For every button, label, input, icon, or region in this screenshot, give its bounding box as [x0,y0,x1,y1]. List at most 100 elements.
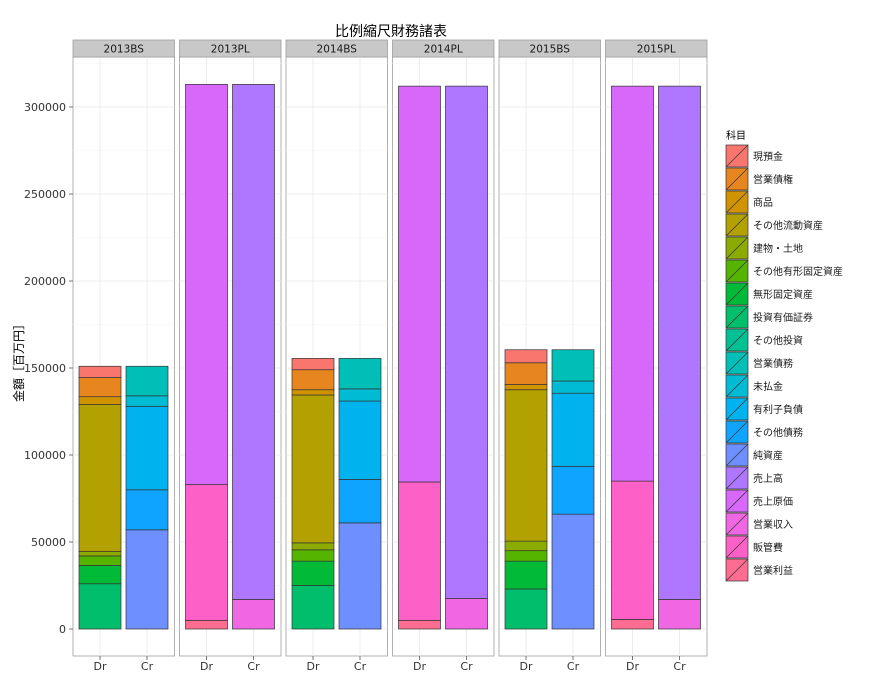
facet-strip [179,39,282,58]
bar-segment: 売上高: 296000 [232,84,275,600]
legend-key-slash [725,144,749,168]
bar-segment: 有利子負債: 45000 [338,400,382,480]
legend-label: その他投資 [753,334,803,347]
y-axis: 0 50000 100000 150000 200000 250000 300000 [24,101,73,636]
bar-segment: 無形固定資産: 14000 [291,560,335,586]
legend-label: 営業収入 [753,518,793,531]
facet-strip-label: 2014PL [424,44,463,56]
bar-segment: 未払金: 7000 [338,388,382,402]
bar-segment: 営業債務: 18000 [551,349,595,382]
legend-label: その他債務 [753,426,803,439]
legend-key-slash [725,420,749,444]
facet-strip [72,39,175,58]
bar-segment: 販管費: 78000 [185,484,228,621]
legend-item: 有利子負債 [725,397,803,421]
legend-key-slash [725,259,749,283]
bar-segment: 営業債権: 11500 [291,369,335,391]
legend-item: 純資産 [725,443,783,467]
y-tick-label: 50000 [31,536,66,549]
x-tick-label: Dr [626,660,639,673]
bar-segment: その他有形固定資産: 5500 [78,555,122,566]
facet-strip [605,39,708,58]
bar-segment: 投資有価証券: 26000 [78,583,122,630]
bar-segment: 無形固定資産: 10500 [78,565,122,585]
facets-layer: 2013BS投資有価証券: 26000無形固定資産: 10500その他有形固定資… [72,39,708,673]
bar-segment: 営業収入: 17000 [232,599,275,630]
bar-segment: その他流動資産: 87000 [504,389,548,542]
x-tick-label: Dr [94,660,107,673]
legend-label: その他有形固定資産 [753,265,843,278]
bar-segment: 営業債権: 11000 [78,377,122,398]
bar-segment: 営業債務: 17500 [338,358,382,390]
legend-item: 建物・土地 [725,236,803,260]
legend-key-slash [725,213,749,237]
legend-item: 売上高 [725,466,783,490]
legend-key-slash [725,443,749,467]
legend-item: 営業債権 [725,167,793,191]
legend-key-slash [725,236,749,260]
legend-key-slash [725,558,749,582]
legend-item: 商品 [725,190,773,214]
legend-label: 投資有価証券 [753,311,813,324]
legend-key-slash [725,190,749,214]
facet-strip [498,39,601,58]
legend: 科目 現預金営業債権商品その他流動資産建物・土地その他有形固定資産無形固定資産投… [725,129,843,582]
facet-panel-2014PL: 2014PL 営業利益: 5000販管費: 79500売上原価: 227500 Dr… [392,39,495,673]
y-tick-label: 200000 [24,275,66,288]
legend-key-slash [725,512,749,536]
legend-label: 建物・土地 [753,242,803,255]
bar-segment: 純資産: 57000 [125,529,169,630]
bar-segment: 建物・土地: 5500 [504,540,548,552]
facet-strip-label: 2014BS [317,44,358,56]
facet-strip-label: 2013BS [104,44,145,56]
legend-item: 現預金 [725,144,783,168]
x-tick-label: Cr [247,660,260,673]
legend-key-slash [725,167,749,191]
legend-label: 営業債務 [753,357,793,370]
bar-segment: 未払金: 7000 [551,380,595,394]
bar-segment: 投資有価証券: 25000 [291,585,335,630]
legend-key-slash [725,282,749,306]
x-tick-label: Cr [673,660,686,673]
legend-key-slash [725,305,749,329]
bar-segment: 商品: 4500 [78,396,122,405]
bar-segment: 営業収入: 17000 [658,599,701,630]
legend-item: 売上原価 [725,489,793,513]
bar-segment: その他流動資産: 84500 [78,404,122,552]
y-axis-title: 金額［百万円］ [11,318,26,402]
bar-segment: 売上原価: 230000 [185,84,228,485]
legend-item: その他流動資産 [725,213,823,237]
chart-title: 比例縮尺財務諸表 [335,24,447,40]
legend-item: 営業債務 [725,351,793,375]
bar-segment: 現預金: 6500 [291,358,335,371]
bar-segment: その他有形固定資産: 6000 [504,550,548,562]
bar-segment: 販管費: 79500 [611,480,654,620]
legend-item: その他有形固定資産 [725,259,843,283]
legend-item: その他投資 [725,328,803,352]
legend-label: 商品 [753,196,773,209]
bar-segment: 営業債権: 12500 [504,362,548,385]
x-tick-label: Cr [141,660,154,673]
facet-panel-2015PL: 2015PL 営業利益: 5500販管費: 79500売上原価: 227000 Dr… [605,39,708,673]
legend-label: 無形固定資産 [753,288,813,301]
x-tick-label: Cr [460,660,473,673]
legend-key-slash [725,374,749,398]
x-tick-label: Cr [567,660,580,673]
legend-item: 未払金 [725,374,783,398]
facet-strip-label: 2015PL [637,44,676,56]
y-tick-label: 100000 [24,449,66,462]
bar-segment: 有利子負債: 42000 [551,392,595,467]
legend-key-slash [725,466,749,490]
bar-segment: その他有形固定資産: 6500 [291,549,335,562]
y-tick-label: 300000 [24,101,66,114]
bar-segment: その他債務: 23000 [125,489,169,531]
legend-item: その他債務 [725,420,803,444]
legend-label: 営業利益 [753,564,793,577]
legend-title: 科目 [726,129,746,142]
facet-panel-2014BS: 2014BS 投資有価証券: 25000無形固定資産: 14000その他有形固定資… [285,39,388,673]
legend-label: その他流動資産 [753,219,823,232]
bar-segment: 有利子負債: 48000 [125,405,169,491]
bar-segment: 投資有価証券: 23000 [504,588,548,630]
bar-segment: 現預金: 7500 [504,349,548,364]
bar-segment: 販管費: 79500 [398,481,441,621]
